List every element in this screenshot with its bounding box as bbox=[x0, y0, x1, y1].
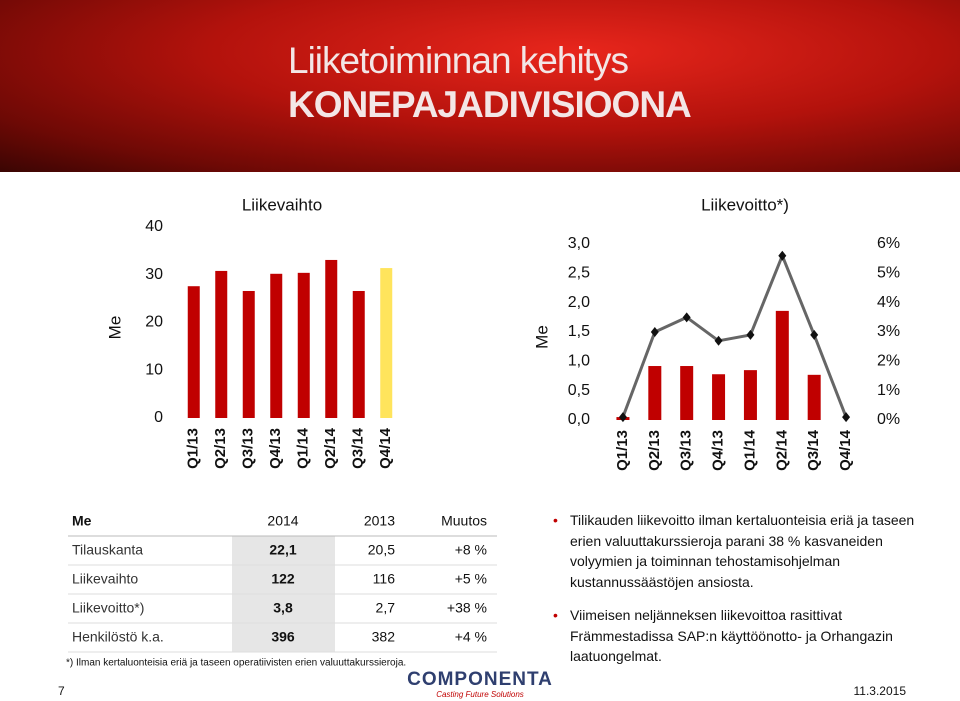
x-tick-label: Q4/13 bbox=[267, 428, 284, 469]
x-tick-label: Q4/14 bbox=[837, 429, 854, 471]
subtitle: KONEPAJADIVISIOONA bbox=[288, 84, 692, 125]
table-cell: 20,5 bbox=[368, 542, 395, 558]
table-cell: Tilauskanta bbox=[72, 542, 143, 558]
bar bbox=[187, 286, 200, 418]
date: 11.3.2015 bbox=[854, 684, 907, 698]
chart-title: Liikevaihto bbox=[242, 195, 322, 214]
bar bbox=[270, 273, 283, 418]
table-header: Muutos bbox=[441, 513, 487, 529]
table-cell: +8 % bbox=[455, 542, 487, 558]
y-tick-label: 1,0 bbox=[568, 353, 590, 370]
table-cell: 2,7 bbox=[376, 600, 396, 616]
marker bbox=[682, 312, 691, 323]
x-tick-label: Q1/13 bbox=[185, 428, 202, 469]
table-cell: +4 % bbox=[455, 629, 487, 645]
bar bbox=[242, 290, 255, 418]
header: Liiketoiminnan kehitys KONEPAJADIVISIOON… bbox=[0, 0, 960, 172]
table-header: 2014 bbox=[267, 513, 298, 529]
y-tick-label: 0 bbox=[154, 409, 163, 426]
table-cell: Liikevaihto bbox=[72, 571, 138, 587]
bullet: Viimeisen neljänneksen liikevoittoa rasi… bbox=[553, 605, 920, 667]
bar bbox=[297, 272, 310, 418]
bar bbox=[380, 268, 393, 418]
table-cell: +5 % bbox=[455, 571, 487, 587]
x-tick-label: Q2/13 bbox=[646, 430, 663, 471]
y2-tick-label: 6% bbox=[877, 235, 900, 252]
bullet: Tilikauden liikevoitto ilman kertaluonte… bbox=[553, 510, 920, 592]
y-axis-label: Me bbox=[532, 325, 551, 349]
footnote: *) Ilman kertaluonteisia eriä ja taseen … bbox=[66, 658, 406, 669]
table-cell: Henkilöstö k.a. bbox=[72, 629, 164, 645]
x-tick-label: Q3/13 bbox=[678, 430, 695, 471]
x-tick-label: Q2/13 bbox=[212, 428, 229, 469]
y-tick-label: 0,0 bbox=[568, 411, 590, 428]
y-tick-label: 40 bbox=[145, 218, 163, 235]
bar bbox=[712, 374, 726, 420]
x-tick-label: Q1/14 bbox=[295, 427, 312, 469]
x-tick-label: Q3/14 bbox=[350, 427, 367, 469]
bar bbox=[680, 366, 694, 420]
logo-tagline: Casting Future Solutions bbox=[436, 690, 524, 699]
marker bbox=[778, 250, 787, 261]
marker bbox=[842, 412, 851, 423]
table-cell: 3,8 bbox=[273, 600, 293, 616]
table-cell: 382 bbox=[372, 629, 396, 645]
x-tick-label: Q4/13 bbox=[710, 430, 727, 471]
y-tick-label: 1,5 bbox=[568, 323, 590, 340]
table-cell: +38 % bbox=[447, 600, 487, 616]
title: Liiketoiminnan kehitys bbox=[288, 40, 629, 81]
chart-title: Liikevoitto*) bbox=[701, 195, 789, 214]
marker bbox=[810, 329, 819, 340]
y2-tick-label: 5% bbox=[877, 265, 900, 282]
table-header: Me bbox=[72, 513, 92, 529]
table-cell: Liikevoitto*) bbox=[72, 600, 144, 616]
x-tick-label: Q2/14 bbox=[322, 427, 339, 469]
table-cell: 116 bbox=[373, 571, 396, 587]
x-tick-label: Q3/13 bbox=[240, 428, 257, 469]
x-tick-label: Q1/13 bbox=[614, 430, 631, 471]
page-number: 7 bbox=[58, 684, 65, 698]
marker bbox=[618, 412, 627, 423]
y-tick-label: 2,5 bbox=[568, 265, 590, 282]
y-axis-label: Me bbox=[105, 316, 124, 340]
x-tick-label: Q1/14 bbox=[741, 429, 758, 471]
x-tick-label: Q3/14 bbox=[805, 429, 822, 471]
y2-tick-label: 3% bbox=[877, 323, 900, 340]
y-tick-label: 2,0 bbox=[568, 294, 590, 311]
bar bbox=[648, 366, 662, 420]
marker bbox=[746, 329, 755, 340]
marker bbox=[650, 327, 659, 337]
y2-tick-label: 0% bbox=[877, 411, 900, 428]
table-header: 2013 bbox=[364, 513, 395, 529]
y-tick-label: 10 bbox=[145, 361, 163, 378]
table-cell: 396 bbox=[271, 629, 295, 645]
y-tick-label: 3,0 bbox=[568, 235, 590, 252]
bar bbox=[743, 370, 757, 420]
bar bbox=[325, 259, 338, 418]
y-tick-label: 30 bbox=[145, 266, 163, 283]
table-cell: 122 bbox=[271, 571, 295, 587]
x-tick-label: Q4/14 bbox=[377, 427, 394, 469]
bar bbox=[775, 310, 789, 420]
y2-tick-label: 2% bbox=[877, 353, 900, 370]
logo: COMPONENTA bbox=[407, 669, 553, 690]
bar bbox=[352, 290, 365, 418]
line bbox=[621, 251, 848, 418]
y-tick-label: 0,5 bbox=[568, 382, 590, 399]
marker bbox=[714, 335, 723, 346]
y2-tick-label: 1% bbox=[877, 382, 900, 399]
bar bbox=[215, 270, 228, 418]
y2-tick-label: 4% bbox=[877, 294, 900, 311]
bar bbox=[807, 374, 821, 420]
table-cell: 22,1 bbox=[269, 542, 296, 558]
x-tick-label: Q2/14 bbox=[773, 429, 790, 471]
y-tick-label: 20 bbox=[145, 314, 163, 331]
